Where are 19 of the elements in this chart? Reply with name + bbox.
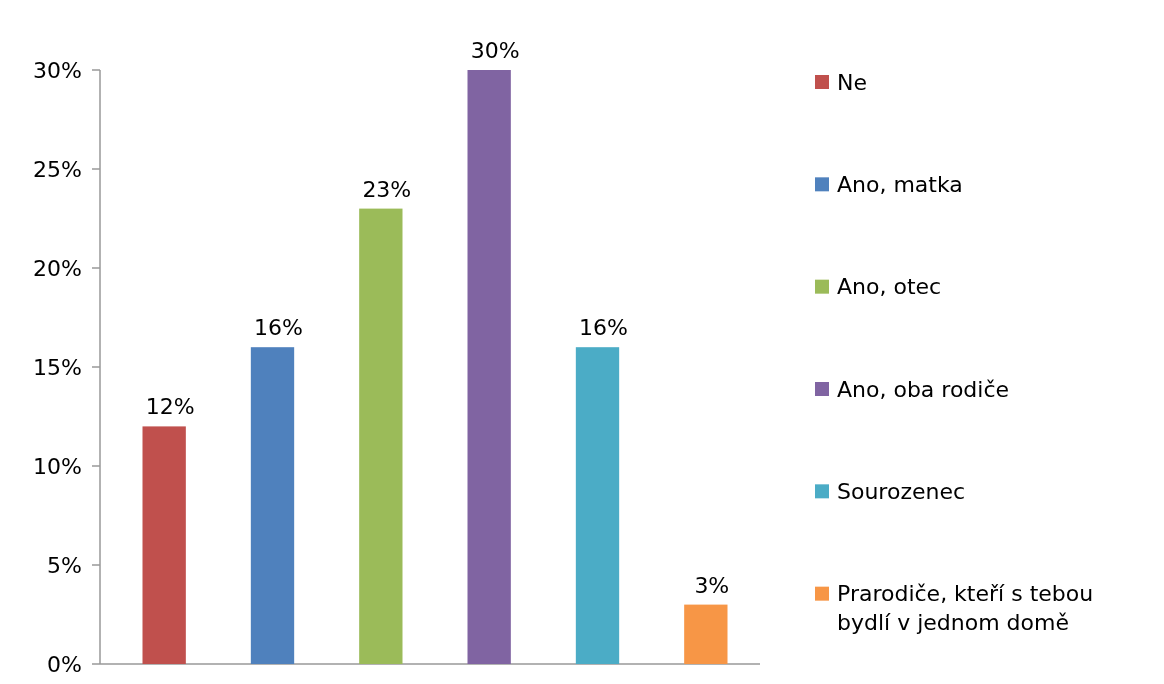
y-tick-label: 5% <box>47 552 82 578</box>
data-label: 23% <box>362 176 412 202</box>
y-tick-label: 25% <box>33 156 82 182</box>
legend-label: Sourozenec <box>837 479 966 505</box>
y-tick-label: 0% <box>47 651 82 677</box>
data-label: 16% <box>254 315 303 341</box>
y-tick-label: 30% <box>33 57 82 83</box>
data-label: 16% <box>579 315 628 341</box>
data-label: 12% <box>145 394 195 420</box>
y-tick-label: 20% <box>33 255 82 281</box>
legend-label: Prarodiče, kteří s tebou bydlí v jednom domě <box>837 581 1094 635</box>
legend-label: Ne <box>837 69 867 95</box>
data-label: 30% <box>470 38 520 63</box>
legend-label: Ano, matka <box>837 172 963 198</box>
y-tick-label: 15% <box>33 354 82 380</box>
legend-label: Ano, oba rodiče <box>837 376 1010 402</box>
y-tick-label: 10% <box>33 453 82 479</box>
data-label: 3% <box>694 572 730 598</box>
legend-label: Ano, otec <box>837 274 942 300</box>
